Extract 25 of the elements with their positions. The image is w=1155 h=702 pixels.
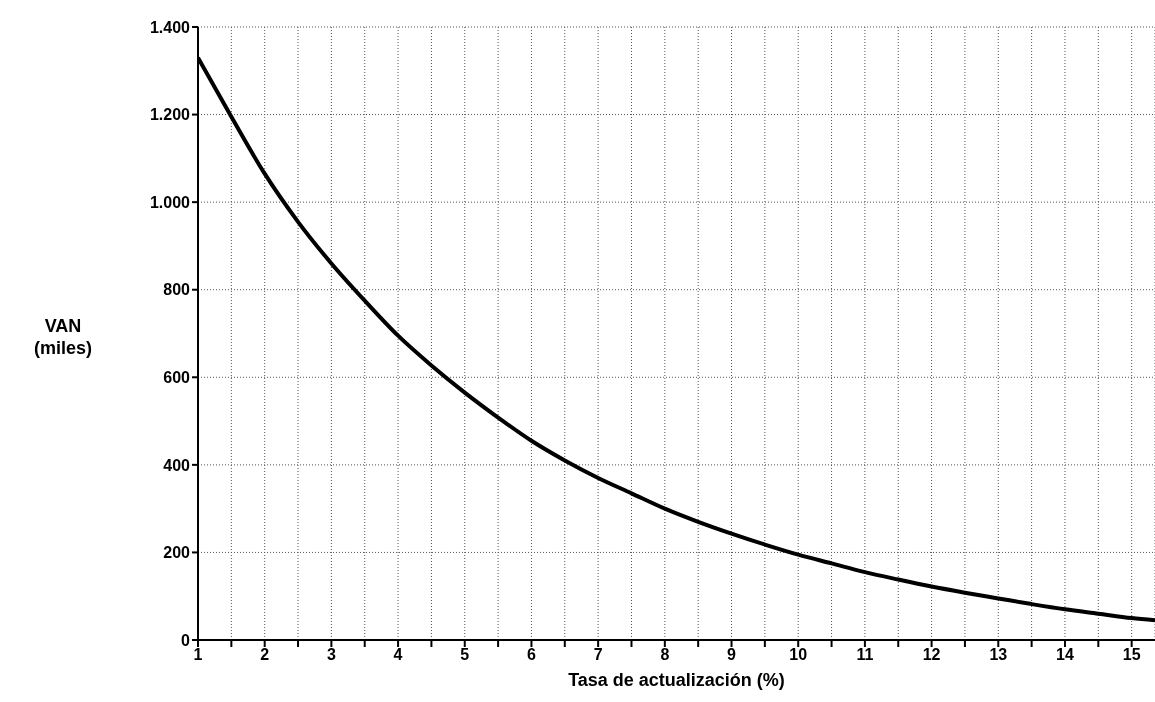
- x-tick-label: 13: [989, 646, 1008, 664]
- y-tick-label: 800: [163, 281, 191, 299]
- y-tick-label: 1.200: [149, 106, 191, 124]
- x-tick-label: 5: [460, 646, 470, 664]
- y-tick-label: 200: [163, 544, 191, 562]
- x-tick-label: 8: [660, 646, 670, 664]
- x-tick-label: 6: [527, 646, 536, 664]
- x-tick-label: 10: [789, 646, 808, 664]
- y-tick-label: 1.400: [149, 18, 191, 36]
- y-axis-title: VAN (miles): [33, 315, 93, 358]
- x-tick-label: 4: [393, 646, 403, 664]
- x-tick-label: 7: [593, 646, 603, 664]
- x-tick-label: 15: [1122, 646, 1141, 664]
- y-tick-label: 400: [163, 456, 191, 474]
- x-tick-label: 2: [260, 646, 270, 664]
- x-tick-label: 11: [856, 646, 874, 664]
- x-tick-label: 9: [727, 646, 737, 664]
- x-tick-label: 12: [922, 646, 941, 664]
- x-tick-label: 1: [193, 646, 203, 664]
- y-tick-label: 600: [163, 368, 191, 386]
- y-tick-label: 1.000: [149, 193, 191, 211]
- x-tick-label: 14: [1056, 646, 1074, 664]
- x-axis-title: Tasa de actualización (%): [568, 670, 785, 690]
- x-tick-label: 3: [326, 646, 336, 664]
- y-tick-label: 0: [181, 631, 191, 649]
